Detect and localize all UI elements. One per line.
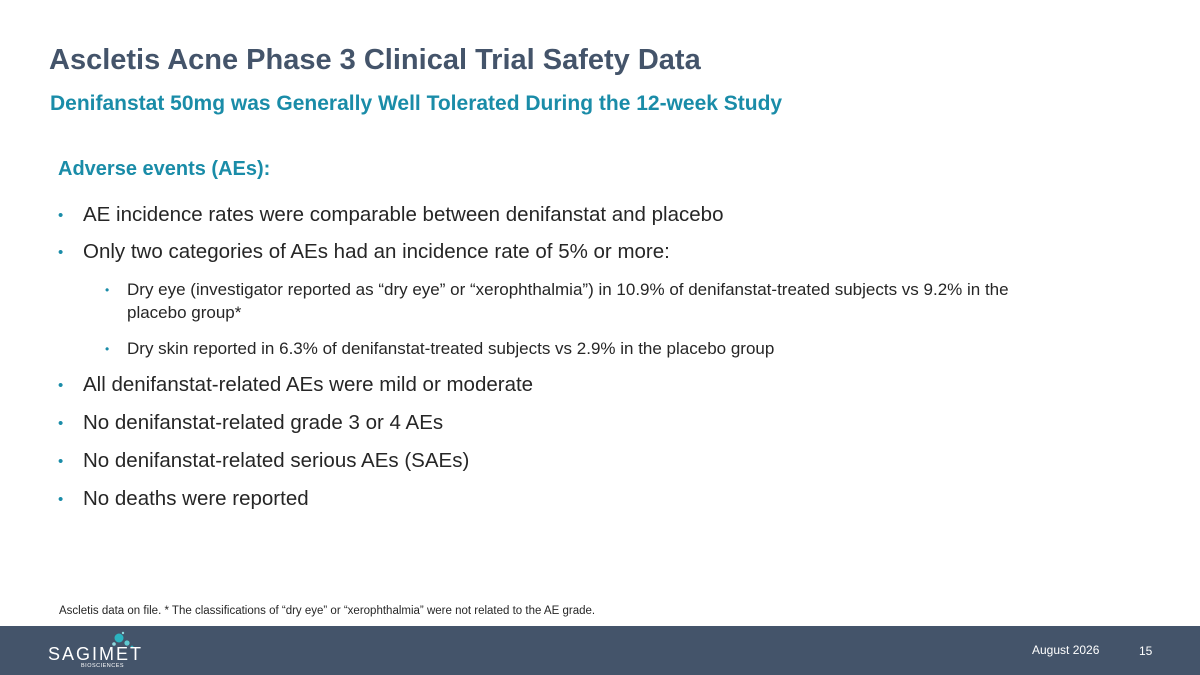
bullet-dot-icon: •: [58, 491, 64, 508]
bullet-dot-icon: •: [58, 377, 64, 394]
logo-subtext: BIOSCIENCES: [81, 663, 125, 669]
bullet-text: No denifanstat-related serious AEs (SAEs…: [83, 449, 470, 472]
bullet-item: • AE incidence rates were comparable bet…: [58, 202, 1083, 228]
logo-wordmark: SAGIMET: [48, 644, 144, 664]
company-logo: SAGIMET BIOSCIENCES: [48, 630, 148, 672]
bullet-text: No deaths were reported: [83, 487, 309, 510]
section-heading: Adverse events (AEs):: [58, 158, 271, 180]
footnote: Ascletis data on file. * The classificat…: [59, 605, 596, 617]
bullet-item: • Only two categories of AEs had an inci…: [58, 239, 1083, 265]
bullet-item: • All denifanstat-related AEs were mild …: [58, 372, 1083, 398]
slide-title: Ascletis Acne Phase 3 Clinical Trial Saf…: [49, 44, 701, 76]
footer-bar: SAGIMET BIOSCIENCES August 2026 15: [0, 626, 1200, 675]
bullet-item: • No deaths were reported: [58, 486, 1083, 512]
bullet-text: No denifanstat-related grade 3 or 4 AEs: [83, 411, 444, 434]
bullet-text: Only two categories of AEs had an incide…: [83, 240, 670, 263]
bullet-item: • No denifanstat-related grade 3 or 4 AE…: [58, 410, 1083, 436]
bullet-text: All denifanstat-related AEs were mild or…: [83, 373, 534, 396]
sub-bullet-text: Dry skin reported in 6.3% of denifanstat…: [127, 339, 775, 358]
logo-dots-icon: [112, 631, 134, 649]
bullet-dot-icon: •: [58, 207, 64, 224]
footer-date: August 2026: [1032, 643, 1100, 657]
bullet-dot-icon: •: [58, 244, 64, 261]
sub-bullet-text: Dry eye (investigator reported as “dry e…: [127, 280, 1009, 322]
bullet-dot-icon: •: [105, 342, 110, 356]
bullet-dot-icon: •: [58, 415, 64, 432]
bullet-dot-icon: •: [105, 283, 110, 297]
sub-bullet-item: • Dry skin reported in 6.3% of denifanst…: [105, 337, 1047, 360]
sub-bullet-item: • Dry eye (investigator reported as “dry…: [105, 278, 1047, 324]
slide-subtitle: Denifanstat 50mg was Generally Well Tole…: [50, 92, 783, 115]
bullet-dot-icon: •: [58, 453, 64, 470]
bullet-text: AE incidence rates were comparable betwe…: [83, 203, 724, 226]
page-number: 15: [1139, 644, 1153, 658]
bullet-item: • No denifanstat-related serious AEs (SA…: [58, 448, 1083, 474]
